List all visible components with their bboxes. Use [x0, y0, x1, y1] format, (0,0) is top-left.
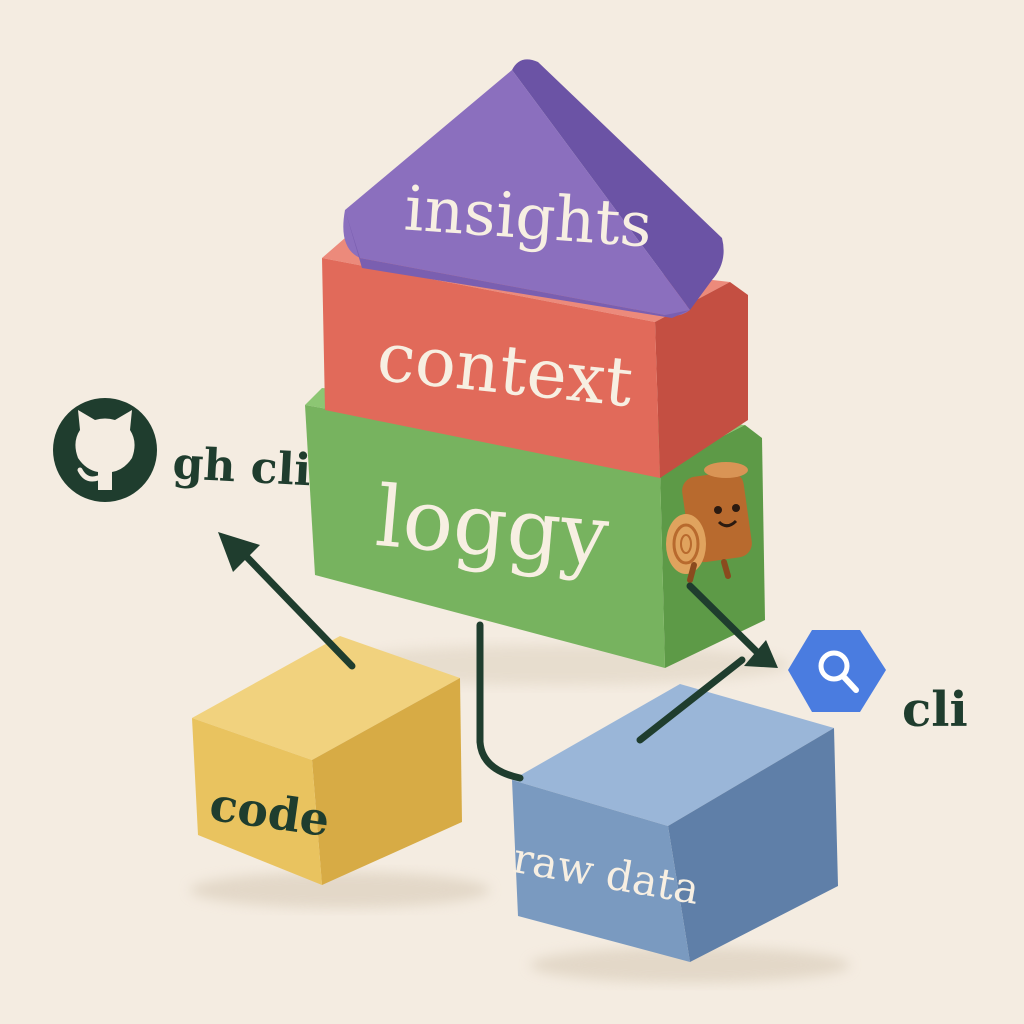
mascot-to-bigquery-arrow: [686, 582, 764, 659]
loggy-label: loggy: [372, 467, 613, 585]
gh-cli-label: gh cli: [171, 438, 312, 496]
bigquery-arrowhead: [744, 640, 778, 668]
insights-label: insights: [402, 171, 654, 261]
bigquery-cli-label: cli: [902, 682, 968, 738]
insights-layer: insights: [343, 59, 724, 318]
bigquery-hexagon-icon: [788, 630, 886, 712]
code-block: code: [192, 636, 462, 885]
raw-data-block: raw data: [509, 684, 838, 962]
raw-data-block-shadow: [530, 947, 850, 983]
connectors: [238, 548, 764, 782]
gh-arrowhead: [218, 532, 260, 572]
loggy-to-raw-data-line: [476, 621, 524, 782]
raw-data-to-bigquery-line: [636, 656, 746, 744]
code-block-shadow: [190, 872, 490, 908]
log-mascot-icon: [666, 462, 752, 583]
github-logo-icon: [53, 398, 157, 502]
code-to-gh-arrow: [238, 548, 356, 670]
